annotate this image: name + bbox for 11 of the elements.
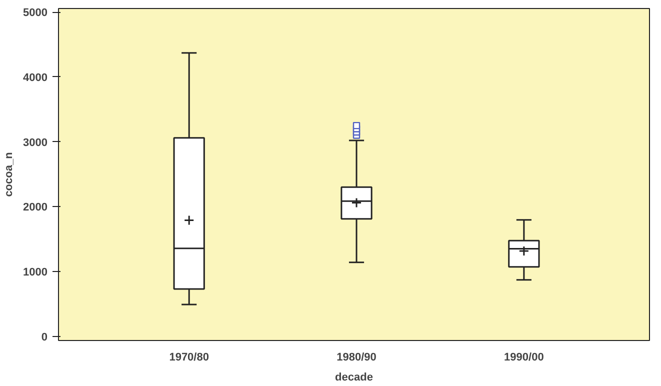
y-tick-label: 3000 — [23, 136, 48, 149]
y-tick-label: 5000 — [23, 7, 48, 20]
y-tick-label: 4000 — [23, 72, 48, 84]
x-tick-label: 1970/80 — [169, 352, 209, 364]
y-tick-label: 1000 — [23, 266, 48, 278]
y-axis-title: cocoa_n — [3, 152, 16, 197]
x-axis-title: decade — [335, 372, 373, 384]
x-tick-label: 1990/00 — [504, 352, 544, 364]
x-tick-label: 1980/90 — [336, 352, 376, 364]
y-tick-label: 0 — [41, 331, 48, 344]
y-tick-label: 2000 — [23, 202, 48, 214]
